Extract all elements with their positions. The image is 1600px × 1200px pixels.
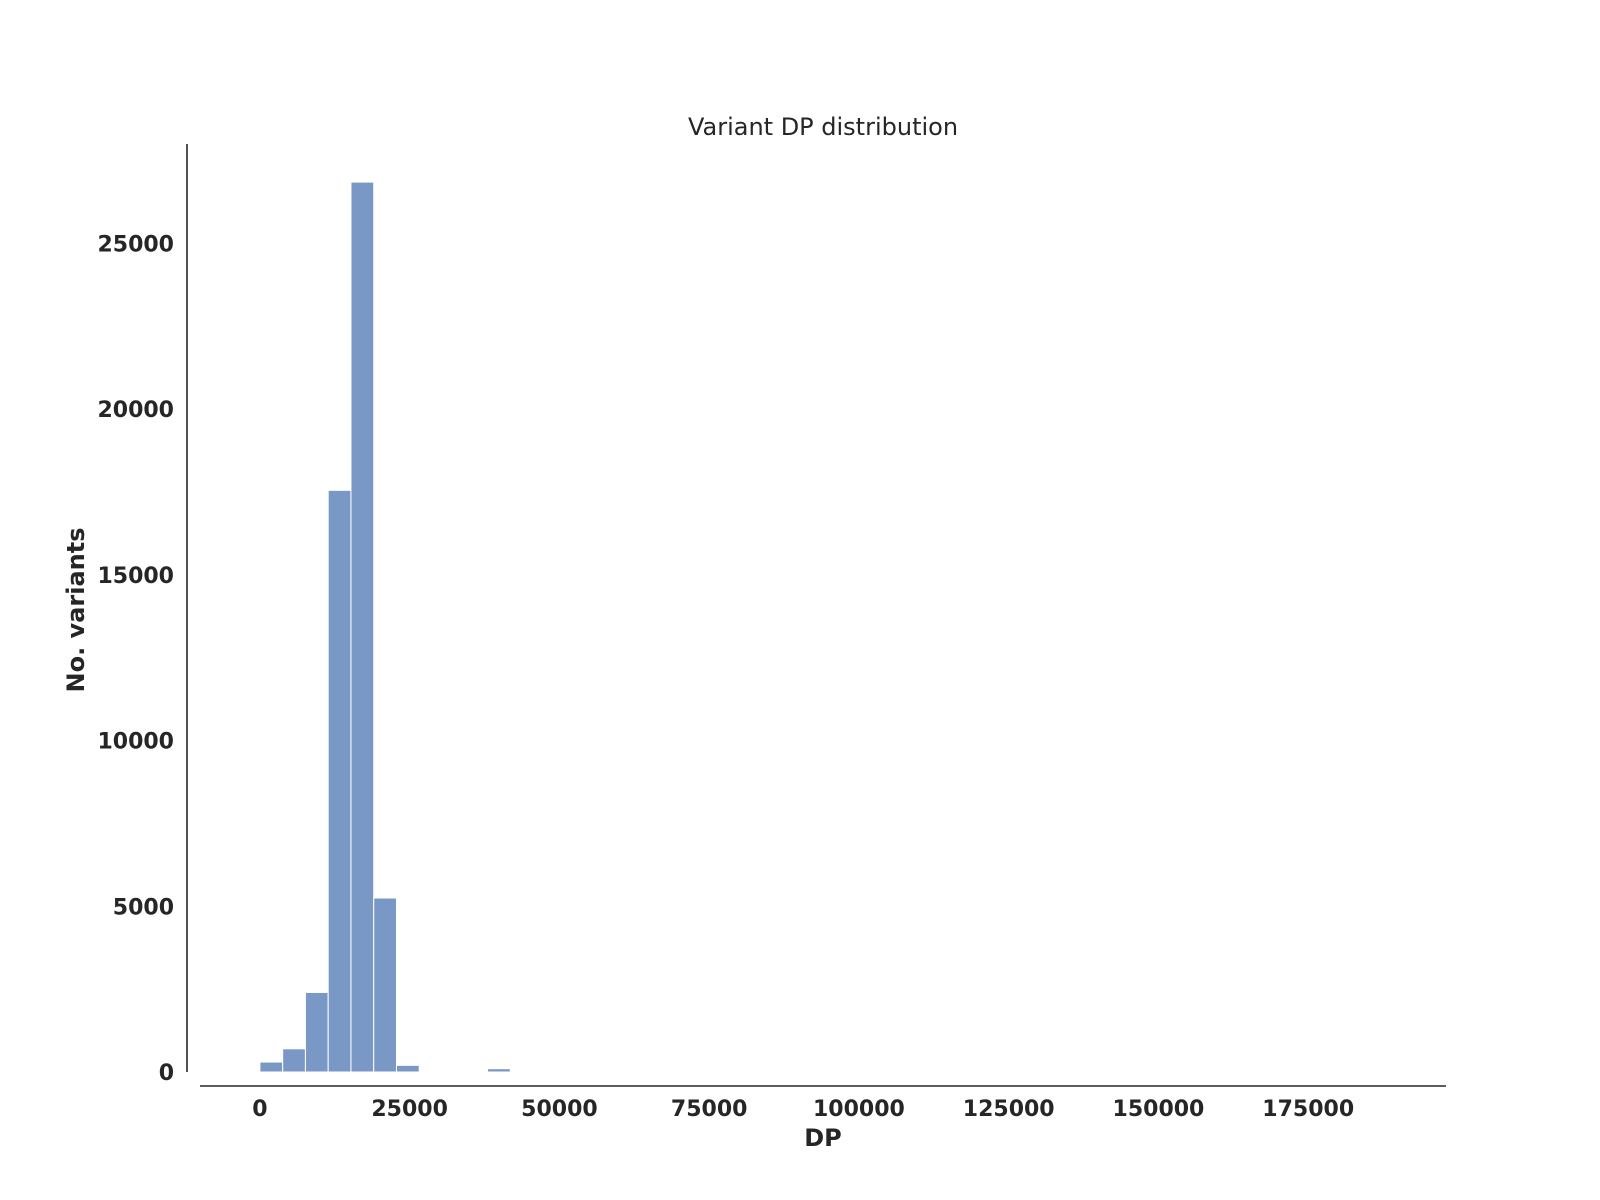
histogram-bar [282,1048,306,1073]
x-tick-label: 175000 [1262,1097,1354,1122]
histogram-bar [487,1068,511,1073]
bars-group [259,181,580,1073]
y-tick-label: 25000 [97,232,174,257]
x-tick-label: 150000 [1113,1097,1205,1122]
histogram-bar [350,181,375,1073]
x-axis-label: DP [804,1124,842,1152]
y-tick-label: 15000 [97,564,174,589]
histogram-bar [373,897,397,1073]
x-tick-label: 50000 [521,1097,598,1122]
histogram-bar [259,1061,284,1073]
y-tick-label: 0 [159,1061,174,1086]
histogram-bar [555,1070,580,1073]
x-tick-label: 75000 [671,1097,748,1122]
histogram-bar [395,1064,420,1073]
x-tick-label: 0 [252,1097,267,1122]
y-tick-label: 5000 [113,895,174,920]
y-tick-labels: 0 5000 10000 15000 20000 25000 [97,232,174,1086]
x-tick-label: 25000 [371,1097,448,1122]
x-tick-label: 100000 [813,1097,905,1122]
y-tick-label: 20000 [97,398,174,423]
histogram-bar [327,489,352,1073]
histogram-bar [304,991,329,1073]
x-tick-labels: 0 25000 50000 75000 100000 125000 150000 175000 [252,1097,1354,1122]
x-tick-label: 125000 [963,1097,1055,1122]
y-tick-label: 10000 [97,730,174,755]
y-axis-label: No. variants [62,528,90,693]
chart-title: Variant DP distribution [688,113,958,141]
